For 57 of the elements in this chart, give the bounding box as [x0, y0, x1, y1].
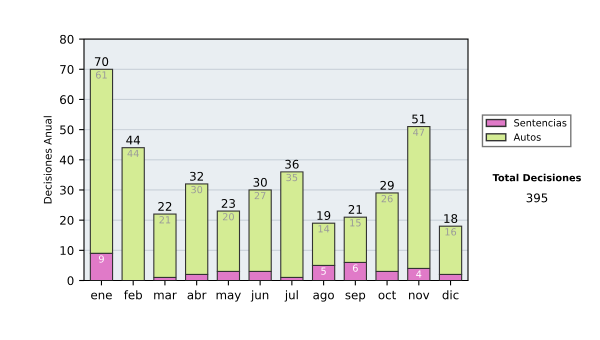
total-label: 22 — [158, 202, 172, 211]
x-tick-label: dic — [442, 290, 458, 300]
data-label: 6 — [352, 264, 358, 272]
data-label: 27 — [254, 192, 266, 200]
x-tick-label: oct — [378, 290, 396, 300]
data-label: 9 — [98, 255, 104, 263]
y-axis-title: Decisiones Anual — [44, 116, 52, 204]
y-tick-label: 50 — [60, 125, 74, 134]
data-label: 21 — [159, 216, 170, 224]
x-tick-label: nov — [409, 292, 430, 300]
bar — [280, 171, 304, 278]
y-tick-label: 30 — [60, 186, 74, 195]
data-label: 16 — [445, 228, 456, 236]
y-tick-label: 70 — [60, 65, 74, 74]
total-label: 44 — [126, 136, 140, 144]
data-label: 30 — [191, 186, 202, 194]
data-label: 20 — [222, 213, 234, 220]
data-label: 26 — [382, 194, 393, 202]
total-label: 70 — [94, 57, 108, 66]
total-label: 18 — [444, 214, 458, 223]
total-label: 23 — [222, 198, 235, 208]
y-tick-label: 0 — [68, 276, 74, 286]
total-label: 30 — [254, 178, 267, 187]
legend-label: Sentencias — [514, 118, 566, 127]
text: 395 — [526, 193, 548, 202]
total-label: 19 — [317, 211, 330, 220]
total-label: 21 — [348, 205, 362, 214]
data-label: 44 — [127, 150, 139, 157]
y-tick-label: 80 — [60, 34, 74, 44]
total-label: 36 — [285, 160, 299, 169]
total-label: 29 — [380, 180, 394, 190]
x-tick-label: feb — [124, 290, 142, 300]
y-tick-label: 20 — [60, 216, 74, 225]
legend-label: Autos — [514, 134, 541, 141]
x-tick-label: jun — [250, 290, 268, 302]
total-label: 51 — [412, 114, 426, 124]
data-label: 61 — [96, 71, 107, 79]
x-tick-label: may — [216, 292, 241, 302]
text: Total Decisiones — [492, 174, 581, 182]
data-label: 5 — [321, 268, 326, 275]
x-tick-label: ene — [91, 292, 112, 300]
y-tick-label: 40 — [60, 156, 74, 164]
data-label: 35 — [286, 174, 298, 182]
data-label: 14 — [318, 225, 330, 232]
x-tick-label: jul — [284, 290, 298, 302]
x-tick-label: sep — [346, 292, 366, 302]
x-tick-label: mar — [154, 292, 177, 300]
x-tick-label: ago — [313, 292, 334, 302]
total-label: 32 — [190, 172, 203, 181]
data-label: 4 — [416, 270, 422, 278]
y-tick-label: 60 — [60, 95, 74, 104]
bar — [153, 214, 177, 278]
x-tick-label: abr — [188, 290, 206, 300]
y-tick-label: 10 — [60, 246, 74, 255]
bar — [122, 147, 145, 280]
data-label: 47 — [413, 128, 424, 136]
data-label: 15 — [350, 219, 361, 226]
